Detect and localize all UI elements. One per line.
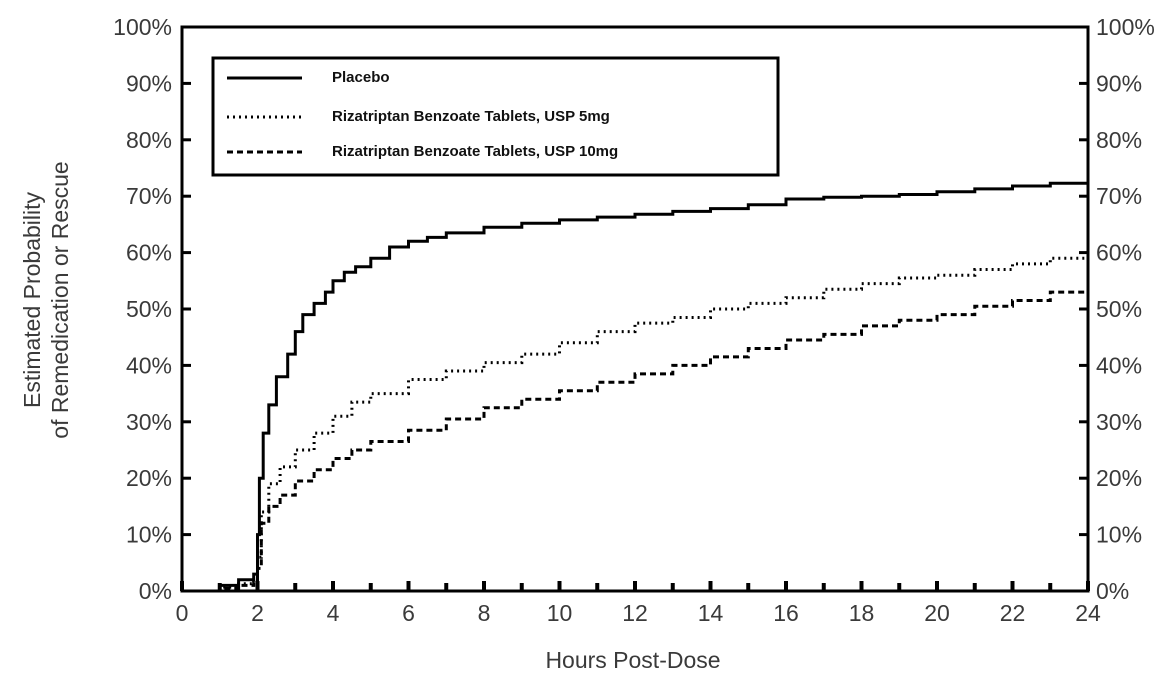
legend-box xyxy=(211,56,780,177)
x-tick-label: 8 xyxy=(478,600,491,626)
y-tick-label-right: 30% xyxy=(1096,409,1142,435)
x-axis: 0 2 4 6 8 10 12 14 16 18 20 22 24 xyxy=(176,581,1101,626)
series-line-5mg xyxy=(197,252,1090,593)
x-tick-label: 18 xyxy=(849,600,875,626)
y-tick-label-right: 10% xyxy=(1096,522,1142,548)
y-axis-left: 0% 10% 20% 30% 40% 50% 60% 70% 80% 90% 100% xyxy=(113,14,191,604)
y-tick-label-left: 50% xyxy=(126,296,172,322)
y-tick-label-right: 90% xyxy=(1096,70,1142,96)
y-tick-label-left: 80% xyxy=(126,127,172,153)
x-tick-label: 12 xyxy=(622,600,648,626)
y-tick-label-right: 100% xyxy=(1096,14,1155,40)
y-tick-label-right: 40% xyxy=(1096,352,1142,378)
series-line-placebo xyxy=(197,180,1090,593)
y-axis-title-line1: Estimated Probability xyxy=(19,191,45,408)
y-tick-label-right: 20% xyxy=(1096,465,1142,491)
series-line-10mg xyxy=(197,280,1090,593)
x-tick-label: 6 xyxy=(402,600,415,626)
x-tick-label: 4 xyxy=(327,600,340,626)
y-tick-label-right: 80% xyxy=(1096,127,1142,153)
y-tick-label-left: 90% xyxy=(126,70,172,96)
y-tick-label-left: 10% xyxy=(126,522,172,548)
y-tick-label-left: 70% xyxy=(126,183,172,209)
y-tick-label-left: 20% xyxy=(126,465,172,491)
y-axis-title-line2: of Remedication or Rescue xyxy=(47,161,73,438)
x-tick-label: 20 xyxy=(924,600,950,626)
x-tick-label: 14 xyxy=(698,600,724,626)
legend: Placebo Rizatriptan Benzoate Tablets, US… xyxy=(211,56,780,177)
legend-label-placebo: Placebo xyxy=(332,69,390,86)
y-tick-label-right: 0% xyxy=(1096,578,1129,604)
y-tick-label-right: 60% xyxy=(1096,240,1142,266)
x-tick-label: 16 xyxy=(773,600,799,626)
y-tick-label-left: 30% xyxy=(126,409,172,435)
y-axis-right: 0% 10% 20% 30% 40% 50% 60% 70% 80% 90% 100% xyxy=(1079,14,1155,604)
x-axis-title: Hours Post-Dose xyxy=(545,647,720,673)
y-tick-label-left: 100% xyxy=(113,14,172,40)
y-tick-label-left: 0% xyxy=(139,578,172,604)
y-tick-label-left: 60% xyxy=(126,240,172,266)
x-tick-label: 10 xyxy=(547,600,573,626)
legend-label-10mg: Rizatriptan Benzoate Tablets, USP 10mg xyxy=(332,143,618,160)
x-tick-label: 2 xyxy=(251,600,264,626)
y-tick-label-left: 40% xyxy=(126,352,172,378)
y-tick-label-right: 70% xyxy=(1096,183,1142,209)
x-tick-label: 24 xyxy=(1075,600,1101,626)
y-tick-label-right: 50% xyxy=(1096,296,1142,322)
x-tick-label: 0 xyxy=(176,600,189,626)
x-tick-label: 22 xyxy=(1000,600,1026,626)
y-axis-title: Estimated Probability of Remedication or… xyxy=(19,161,73,438)
legend-label-5mg: Rizatriptan Benzoate Tablets, USP 5mg xyxy=(332,108,610,125)
series-lines xyxy=(197,180,1090,593)
